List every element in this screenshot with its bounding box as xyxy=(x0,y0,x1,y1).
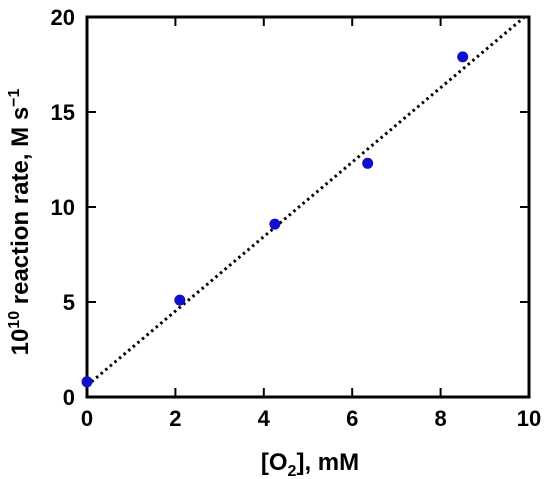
x-tick-label: 4 xyxy=(258,406,271,431)
y-axis-title-exp: 10 xyxy=(6,311,23,329)
y-axis-ticks: 0 5 10 15 20 xyxy=(51,5,529,410)
y-axis-title-unit-exp: −1 xyxy=(6,88,23,106)
x-axis-ticks: 0 2 4 6 8 10 xyxy=(81,17,541,431)
fit-line xyxy=(87,17,527,387)
data-point xyxy=(362,157,374,169)
y-axis-title-base: 10 xyxy=(7,329,34,356)
data-points xyxy=(81,51,469,388)
data-point xyxy=(457,51,469,63)
y-tick-label: 10 xyxy=(51,195,75,220)
y-tick-label: 20 xyxy=(51,5,75,30)
y-axis-title: 1010 reaction rate, M s−1 xyxy=(6,88,34,355)
x-axis-title-sub: 2 xyxy=(288,463,297,479)
x-axis-title-before: [O xyxy=(261,449,288,476)
data-point xyxy=(174,294,186,306)
x-tick-label: 10 xyxy=(517,406,541,431)
fit-line-group xyxy=(87,17,527,387)
y-tick-label: 5 xyxy=(63,290,75,315)
x-tick-label: 0 xyxy=(81,406,93,431)
x-axis-title: [O2], mM xyxy=(261,449,359,479)
x-axis-title-after: ], mM xyxy=(296,449,359,476)
x-tick-label: 2 xyxy=(169,406,181,431)
y-tick-label: 0 xyxy=(63,385,75,410)
plot-frame xyxy=(85,15,531,399)
plot-border xyxy=(85,15,531,399)
x-tick-label: 8 xyxy=(434,406,446,431)
data-point xyxy=(269,218,281,230)
x-tick-label: 6 xyxy=(346,406,358,431)
y-axis-title-rest: reaction rate, M s xyxy=(7,107,34,311)
y-tick-label: 15 xyxy=(51,100,75,125)
data-point xyxy=(81,376,93,388)
